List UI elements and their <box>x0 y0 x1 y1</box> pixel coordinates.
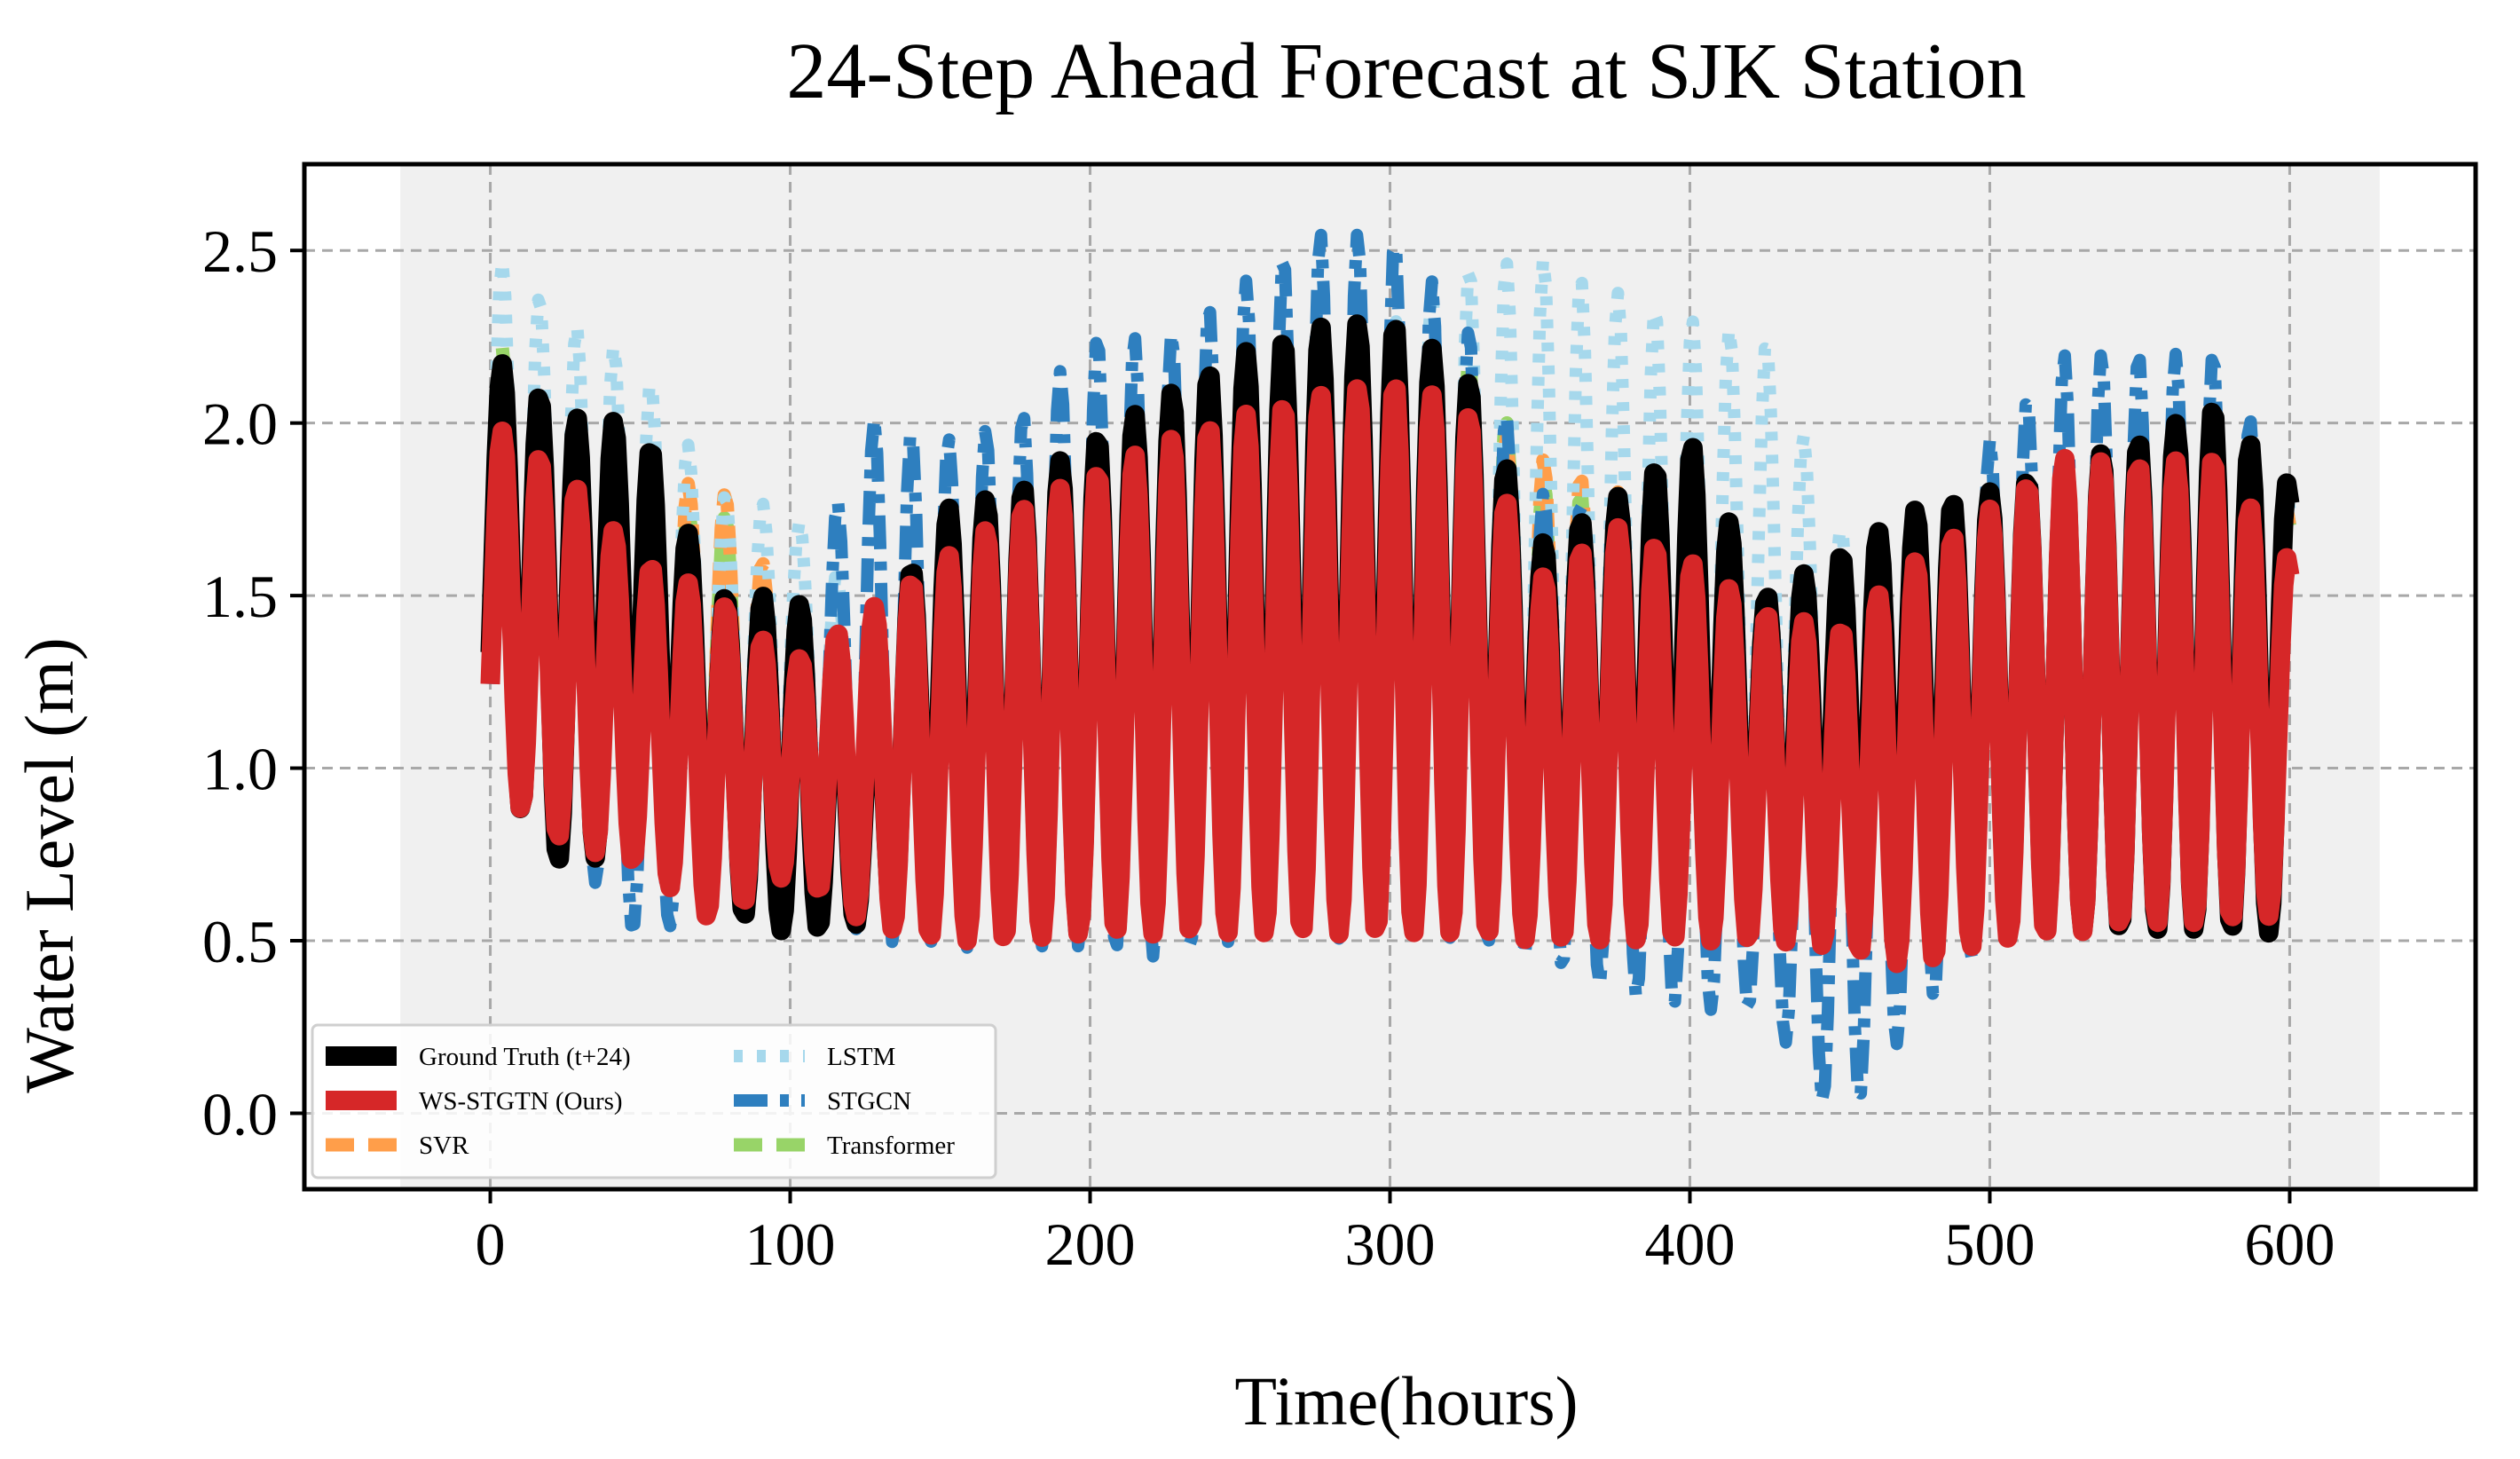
y-axis-label: Water Level (m) <box>11 637 88 1092</box>
y-tick-label: 2.0 <box>202 390 278 458</box>
legend-box <box>311 1023 997 1179</box>
y-tick-label: 2.5 <box>202 217 278 285</box>
x-tick-label: 600 <box>2244 1211 2335 1278</box>
legend-label: SVR <box>419 1132 469 1160</box>
x-axis: 0 100 200 300 400 500 600 <box>476 1189 2335 1278</box>
x-axis-label: Time(hours) <box>1234 1362 1578 1439</box>
x-tick-label: 400 <box>1644 1211 1735 1278</box>
chart-title: 24-Step Ahead Forecast at SJK Station <box>786 28 2026 115</box>
legend: Ground Truth (t+24) WS-STGTN (Ours) SVR LST… <box>311 1023 997 1179</box>
legend-label: STGCN <box>827 1087 911 1116</box>
x-tick-label: 300 <box>1345 1211 1436 1278</box>
y-tick-label: 1.0 <box>202 736 278 803</box>
legend-label: Ground Truth (t+24) <box>419 1043 631 1071</box>
y-tick-label: 0.0 <box>202 1080 278 1147</box>
x-tick-label: 200 <box>1045 1211 1136 1278</box>
y-axis: 0.0 0.5 1.0 1.5 2.0 2.5 <box>202 217 304 1147</box>
legend-label: WS-STGTN (Ours) <box>419 1087 623 1116</box>
legend-label: LSTM <box>827 1043 895 1071</box>
x-tick-label: 0 <box>476 1211 506 1278</box>
x-tick-label: 100 <box>745 1211 836 1278</box>
series-line-ws-stgtn-ours <box>480 379 2300 974</box>
legend-label: Transformer <box>827 1132 955 1160</box>
y-tick-label: 1.5 <box>202 563 278 630</box>
y-tick-label: 0.5 <box>202 908 278 975</box>
x-tick-label: 500 <box>1944 1211 2035 1278</box>
series-lines <box>480 228 2300 1107</box>
